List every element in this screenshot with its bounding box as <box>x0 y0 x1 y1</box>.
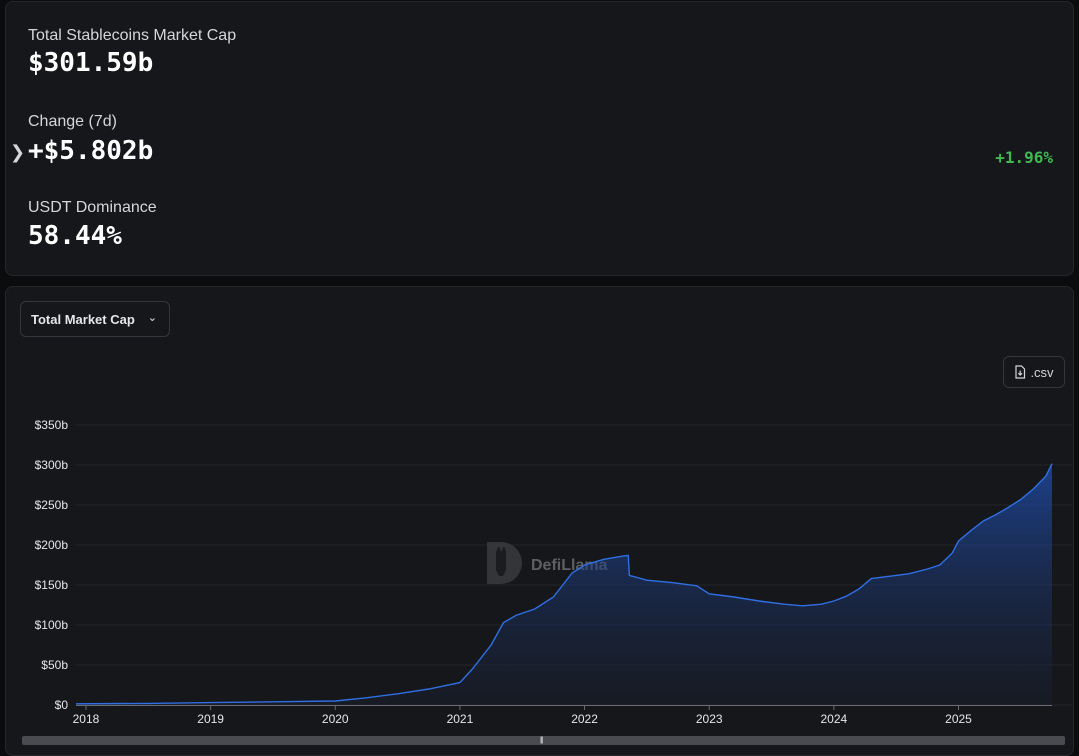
x-tick-label: 2021 <box>447 712 474 726</box>
chart-range-scrollbar[interactable]: ||| <box>22 736 1065 745</box>
scroll-grip-icon[interactable]: ||| <box>540 737 544 744</box>
change-value: +$5.802b <box>28 136 154 166</box>
y-tick-label: $300b <box>35 458 69 472</box>
x-tick-label: 2020 <box>322 712 349 726</box>
download-csv-button[interactable]: .csv <box>1003 356 1065 388</box>
market-cap-value: $301.59b <box>28 48 154 78</box>
dominance-value: 58.44% <box>28 221 122 251</box>
x-tick-label: 2022 <box>571 712 598 726</box>
x-tick-label: 2023 <box>696 712 723 726</box>
y-tick-label: $150b <box>35 578 69 592</box>
chevron-right-icon[interactable]: ❯ <box>10 142 26 162</box>
x-axis: 2018 2019 2020 2021 2022 2023 2024 2025 <box>73 705 1052 726</box>
file-download-icon <box>1015 365 1026 379</box>
dominance-label: USDT Dominance <box>28 199 157 216</box>
metric-dropdown[interactable]: Total Market Cap ⌄ <box>20 301 170 337</box>
chevron-down-icon: ⌄ <box>147 312 157 324</box>
y-tick-label: $0 <box>55 698 69 712</box>
area-layer <box>75 463 1053 705</box>
x-tick-label: 2025 <box>945 712 972 726</box>
y-tick-label: $350b <box>35 418 69 432</box>
y-tick-label: $200b <box>35 538 69 552</box>
x-tick-label: 2018 <box>73 712 100 726</box>
market-cap-label: Total Stablecoins Market Cap <box>28 27 237 44</box>
change-percent: +1.96% <box>995 148 1053 167</box>
y-axis: $0 $50b $100b $150b $200b $250b $300b $350b <box>35 418 69 712</box>
change-label: Change (7d) <box>28 113 117 130</box>
y-tick-label: $250b <box>35 498 69 512</box>
market-cap-line <box>75 463 1053 705</box>
metric-dropdown-label: Total Market Cap <box>31 311 135 327</box>
x-tick-label: 2019 <box>197 712 224 726</box>
csv-label: .csv <box>1030 364 1054 380</box>
summary-card: Total Stablecoins Market Cap $301.59b ❯ … <box>5 1 1074 276</box>
y-tick-label: $50b <box>41 658 68 672</box>
x-tick-label: 2024 <box>821 712 848 726</box>
y-tick-label: $100b <box>35 618 69 632</box>
